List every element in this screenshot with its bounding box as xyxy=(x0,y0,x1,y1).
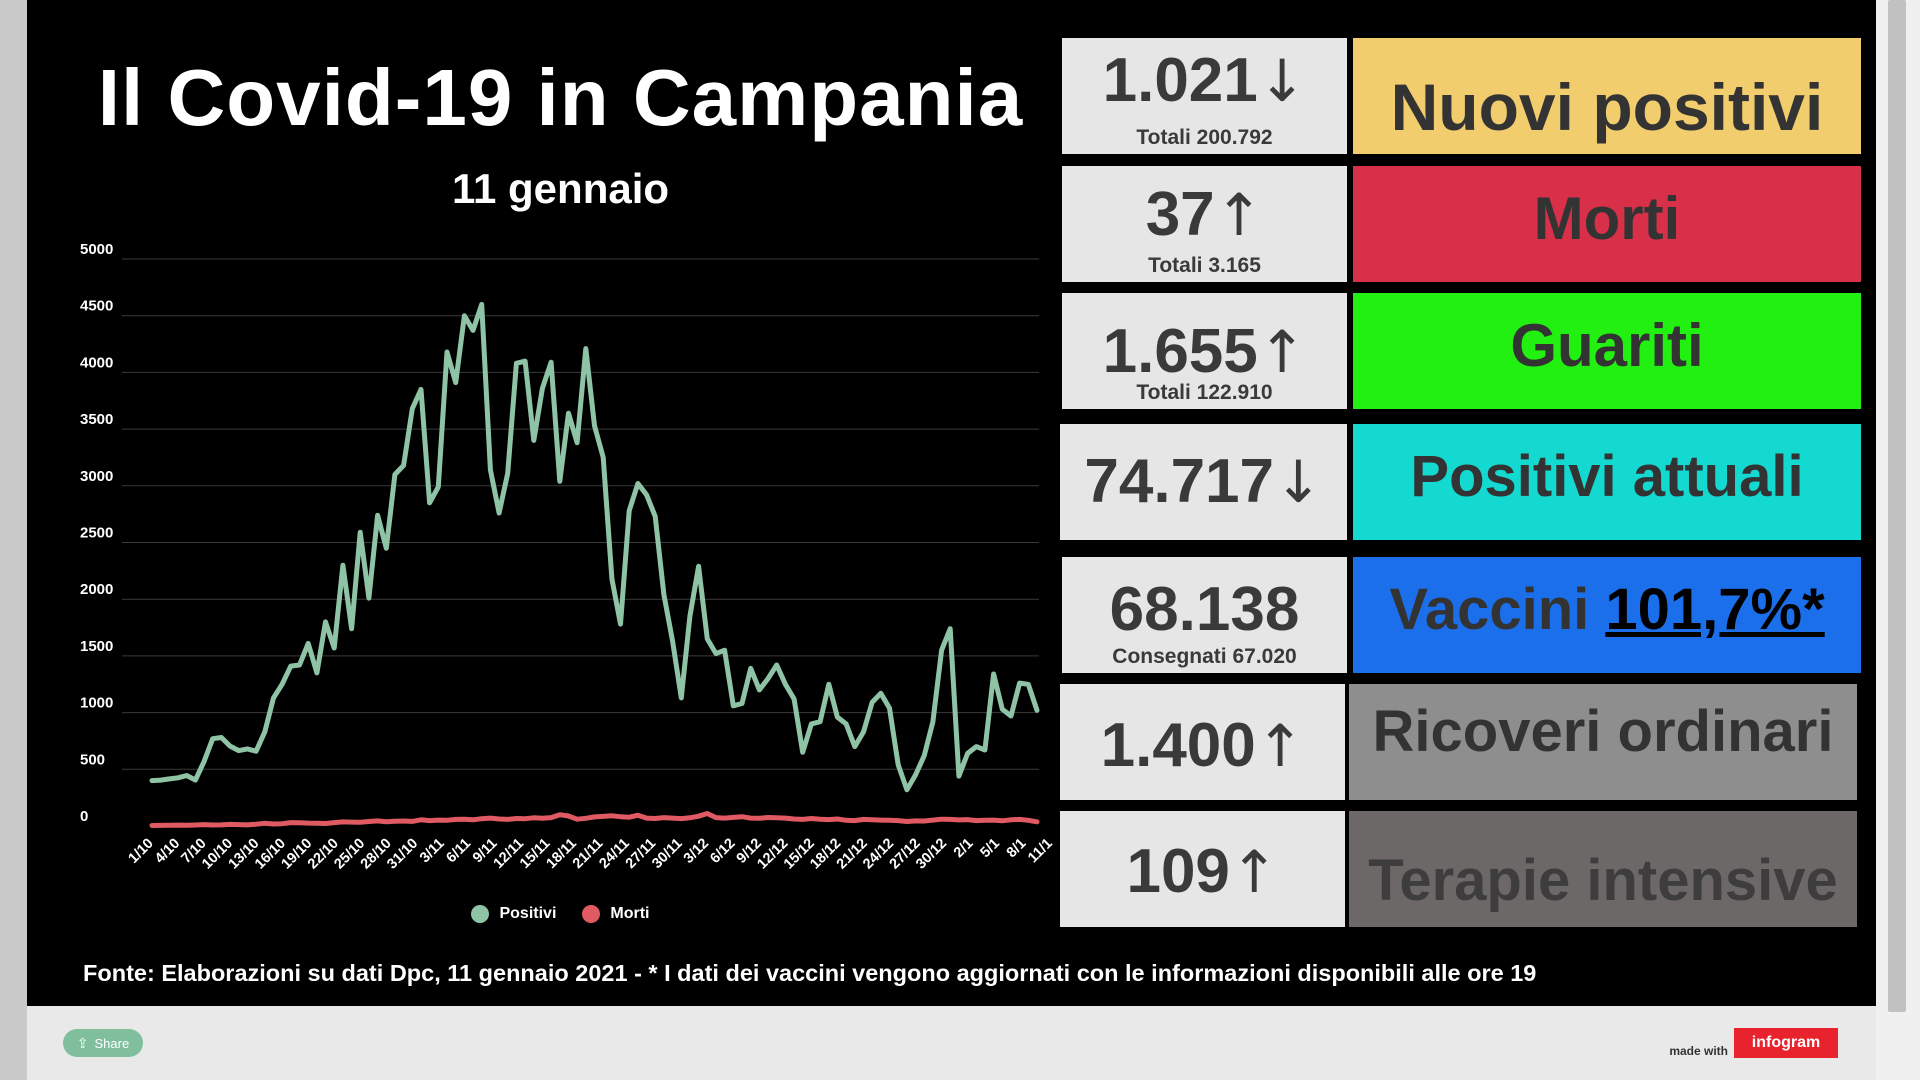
share-button[interactable]: ⇪ Share xyxy=(63,1029,143,1057)
y-tick-label: 5000 xyxy=(80,241,113,258)
x-tick-label: 31/10 xyxy=(384,836,421,873)
stat-delivered: Consegnati 67.020 xyxy=(1112,645,1297,668)
stat-number: 37 xyxy=(1145,180,1215,249)
arrow-up-icon: ↑ xyxy=(1255,712,1305,780)
stat-number: 1.400 xyxy=(1100,711,1256,780)
stat-box-guariti: 1.655↑ Totali 122.910 xyxy=(1062,293,1347,409)
arrow-up-icon: ↑ xyxy=(1257,318,1307,386)
stat-total: Totali 3.165 xyxy=(1148,254,1261,277)
legend-label-positivi: Positivi xyxy=(499,905,557,922)
y-tick-label: 1000 xyxy=(80,695,113,712)
share-label: Share xyxy=(94,1035,130,1051)
x-tick-label: 30/11 xyxy=(649,836,685,872)
stat-number: 68.138 xyxy=(1109,575,1300,644)
stat-value: 1.021↓ xyxy=(1062,46,1347,115)
stat-value: 74.717↓ xyxy=(1060,447,1347,516)
scrollbar-thumb[interactable] xyxy=(1888,0,1906,1012)
y-tick-label: 2500 xyxy=(80,525,113,542)
x-tick-label: 11/1 xyxy=(1025,836,1056,867)
arrow-up-icon: ↑ xyxy=(1214,181,1264,249)
y-tick-label: 4500 xyxy=(80,298,113,315)
chart-legend: Positivi Morti xyxy=(27,905,1094,923)
legend-swatch-morti xyxy=(582,905,601,923)
x-tick-label: 3/12 xyxy=(681,836,712,867)
arrow-down-icon: ↓ xyxy=(1274,448,1323,516)
x-tick-label: 30/12 xyxy=(913,836,950,873)
label-ricoveri-ordinari: Ricoveri ordinari xyxy=(1349,684,1857,800)
y-tick-label: 500 xyxy=(80,751,105,768)
made-with-text: made with xyxy=(1669,1044,1728,1058)
y-tick-label: 3500 xyxy=(80,411,113,428)
label-guariti: Guariti xyxy=(1353,293,1861,409)
stat-box-nuovi-positivi: 1.021↓ Totali 200.792 xyxy=(1062,38,1347,154)
stat-box-positivi-attuali: 74.717↓ xyxy=(1060,424,1347,540)
stat-value: 1.400↑ xyxy=(1060,711,1345,780)
series-line-morti xyxy=(149,811,1040,828)
y-tick-label: 4000 xyxy=(80,354,113,371)
legend-item-positivi[interactable]: Positivi xyxy=(471,905,556,923)
stat-number: 109 xyxy=(1126,837,1230,906)
stat-total: Totali 122.910 xyxy=(1136,381,1273,404)
stat-value: 37↑ xyxy=(1062,180,1347,249)
y-tick-label: 1500 xyxy=(80,638,113,655)
page-subtitle: 11 gennaio xyxy=(451,165,670,212)
x-tick-label: 5/1 xyxy=(977,836,1003,862)
arrow-down-icon: ↓ xyxy=(1257,47,1307,115)
stat-number: 74.717 xyxy=(1084,447,1275,516)
x-tick-label: 3/11 xyxy=(417,836,448,867)
x-tick-label: 6/11 xyxy=(443,836,474,867)
legend-label-morti: Morti xyxy=(610,905,650,922)
stat-box-terapie-intensive: 109↑ xyxy=(1060,811,1345,927)
x-tick-label: 6/12 xyxy=(707,836,738,867)
label-vaccini: Vaccini 101,7%* xyxy=(1353,557,1861,673)
embed-footer: ⇪ Share made with infogram xyxy=(27,1006,1876,1080)
y-tick-label: 2000 xyxy=(80,581,113,598)
label-terapie-intensive: Terapie intensive xyxy=(1349,811,1857,927)
x-tick-label: 8/1 xyxy=(1004,836,1030,862)
legend-swatch-positivi xyxy=(471,905,490,923)
legend-item-morti[interactable]: Morti xyxy=(582,905,650,923)
page-title: Il Covid-19 in Campania xyxy=(97,53,1024,142)
source-note: Fonte: Elaborazioni su dati Dpc, 11 genn… xyxy=(83,960,1537,986)
x-tick-label: 2/1 xyxy=(951,836,977,862)
y-tick-label: 3000 xyxy=(80,468,113,485)
series-line-positivi xyxy=(149,301,1040,793)
label-morti: Morti xyxy=(1353,166,1861,282)
stat-number: 1.021 xyxy=(1102,46,1258,115)
line-chart: 0 500 1000 1500 2000 2500 3000 3500 4000 4500 5000… xyxy=(80,241,1056,873)
y-tick-label: 0 xyxy=(80,808,88,825)
label-positivi-attuali: Positivi attuali xyxy=(1353,424,1861,540)
window-left-edge xyxy=(0,0,27,1080)
stat-box-vaccini: 68.138 Consegnati 67.020 xyxy=(1062,557,1347,673)
stat-number: 1.655 xyxy=(1102,317,1258,386)
stat-total: Totali 200.792 xyxy=(1136,126,1273,149)
infogram-logo[interactable]: infogram xyxy=(1734,1028,1838,1058)
infographic-canvas: Il Covid-19 in Campania 11 gennaio 0 500 1… xyxy=(27,0,1876,1006)
label-nuovi-positivi: Nuovi positivi xyxy=(1353,38,1861,154)
stat-value: 1.655↑ xyxy=(1062,317,1347,386)
stat-box-ricoveri-ordinari: 1.400↑ xyxy=(1060,684,1345,800)
arrow-up-icon: ↑ xyxy=(1229,838,1279,906)
label-vaccini-percent[interactable]: 101,7%* xyxy=(1605,577,1825,642)
stat-box-morti: 37↑ Totali 3.165 xyxy=(1062,166,1347,282)
stat-value: 109↑ xyxy=(1060,837,1345,906)
stat-value: 68.138 xyxy=(1062,577,1347,643)
x-tick-label: 4/10 xyxy=(152,836,183,867)
share-icon: ⇪ xyxy=(76,1034,89,1051)
vertical-scrollbar[interactable] xyxy=(1875,0,1920,1080)
x-tick-label: 1/10 xyxy=(126,836,157,867)
label-vaccini-text: Vaccini xyxy=(1389,577,1590,642)
